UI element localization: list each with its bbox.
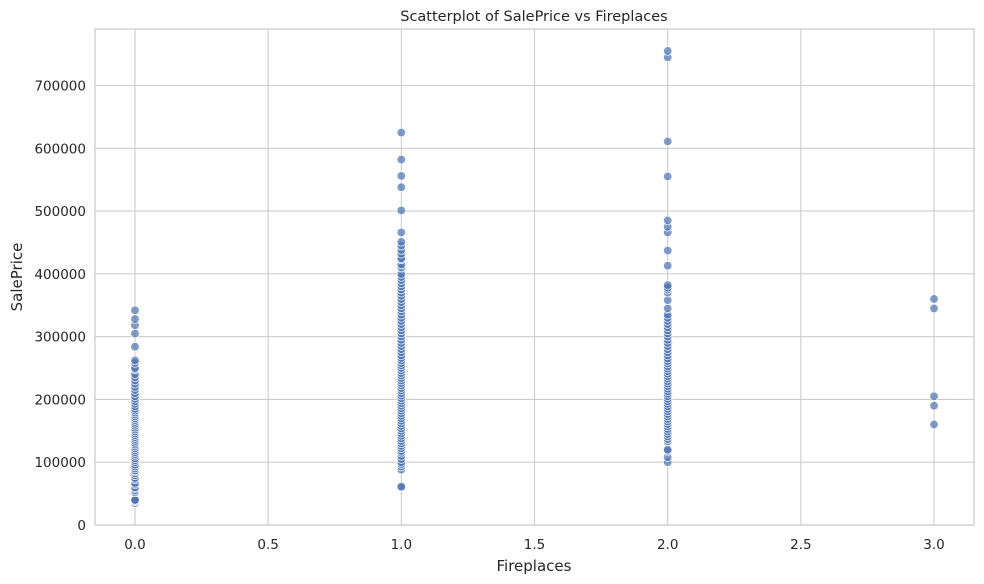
scatter-point [663,136,673,147]
y-tick-label: 100000 [34,455,86,471]
scatter-point [130,305,140,315]
x-tick-label: 0.0 [124,537,145,553]
scatter-point [130,342,140,352]
scatter-point [396,482,406,492]
y-tick-label: 300000 [34,330,86,346]
x-tick-label: 2.0 [657,537,678,553]
scatter-point [396,127,406,138]
scatter-point [396,227,406,238]
x-tick-label: 1.5 [524,537,545,553]
scatter-point [663,303,673,314]
plot-border [94,28,975,526]
scatter-point [130,328,140,339]
y-axis-label: SalePrice [8,243,26,312]
scatter-point [396,182,406,192]
y-tick-label: 0 [77,518,86,534]
x-tick-label: 2.5 [790,537,811,553]
y-tick-labels: 0 100000 200000 300000 400000 500000 600000 700… [34,79,86,534]
x-tick-label: 3.0 [923,537,944,553]
scatter-point [396,205,406,216]
scatter-point [929,391,939,401]
chart-title: Scatterplot of SalePrice vs Fireplaces [400,9,668,25]
scatter-point [929,303,939,314]
y-tick-label: 200000 [34,392,86,408]
scatter-point [396,154,406,165]
plot-frame [94,28,975,526]
y-tick-label: 400000 [34,267,86,283]
x-tick-label: 1.0 [391,537,412,553]
scatter-point [396,171,406,181]
scatter-point [929,419,939,430]
y-tick-label: 700000 [34,79,86,95]
scatter-point [130,355,140,366]
scatter-point [663,445,673,455]
points-layer [130,46,939,508]
scatter-point [663,215,673,226]
x-axis-label: Fireplaces [497,557,572,575]
x-tick-label: 0.5 [257,537,278,553]
scatter-point [663,261,673,271]
grid-layer [95,29,974,526]
scatter-point [929,294,939,304]
x-tick-labels: 0.0 0.5 1.0 1.5 2.0 2.5 3.0 [124,537,945,553]
scatter-point [663,245,673,256]
scatter-point [663,171,673,182]
scatter-point [929,401,939,411]
scatter-point [663,280,673,290]
scatter-point [663,46,673,56]
y-tick-label: 500000 [34,204,86,220]
scatter-point [130,314,140,324]
scatter-point [396,237,406,247]
y-tick-label: 600000 [34,141,86,157]
